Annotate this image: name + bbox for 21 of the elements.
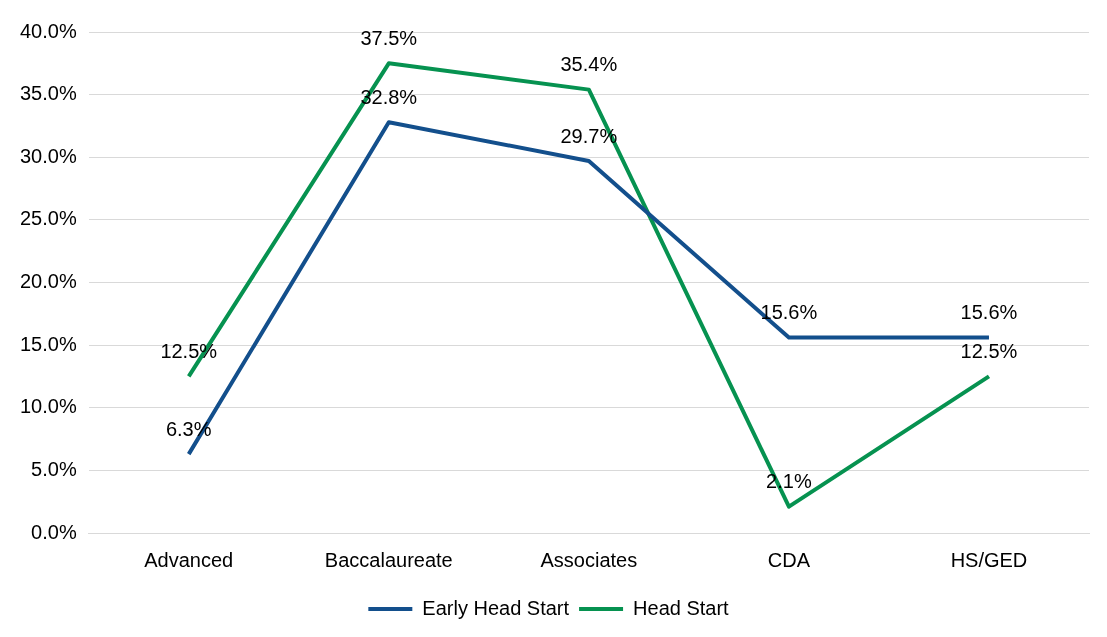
y-tick-label: 40.0% (19, 19, 77, 42)
data-label: 35.4% (560, 53, 618, 76)
data-label: 15.6% (960, 301, 1018, 324)
x-tick-label: HS/GED (950, 548, 1028, 571)
legend-label: Early Head Start (422, 596, 570, 619)
legend-label: Head Start (633, 596, 730, 619)
y-tick-label: 25.0% (19, 207, 77, 230)
y-tick-label: 5.0% (31, 457, 77, 480)
data-label: 15.6% (760, 301, 818, 324)
y-tick-label: 0.0% (31, 520, 77, 543)
x-tick-label: Associates (540, 548, 638, 571)
y-tick-label: 35.0% (19, 82, 77, 105)
y-tick-label: 10.0% (19, 395, 77, 418)
x-tick-label: Advanced (144, 548, 234, 571)
y-tick-label: 15.0% (19, 332, 77, 355)
y-tick-label: 20.0% (19, 270, 77, 293)
data-label: 12.5% (960, 339, 1018, 362)
x-tick-label: Baccalaureate (324, 548, 453, 571)
y-tick-label: 30.0% (19, 144, 77, 167)
x-tick-label: CDA (767, 548, 811, 571)
data-label: 37.5% (360, 26, 418, 49)
